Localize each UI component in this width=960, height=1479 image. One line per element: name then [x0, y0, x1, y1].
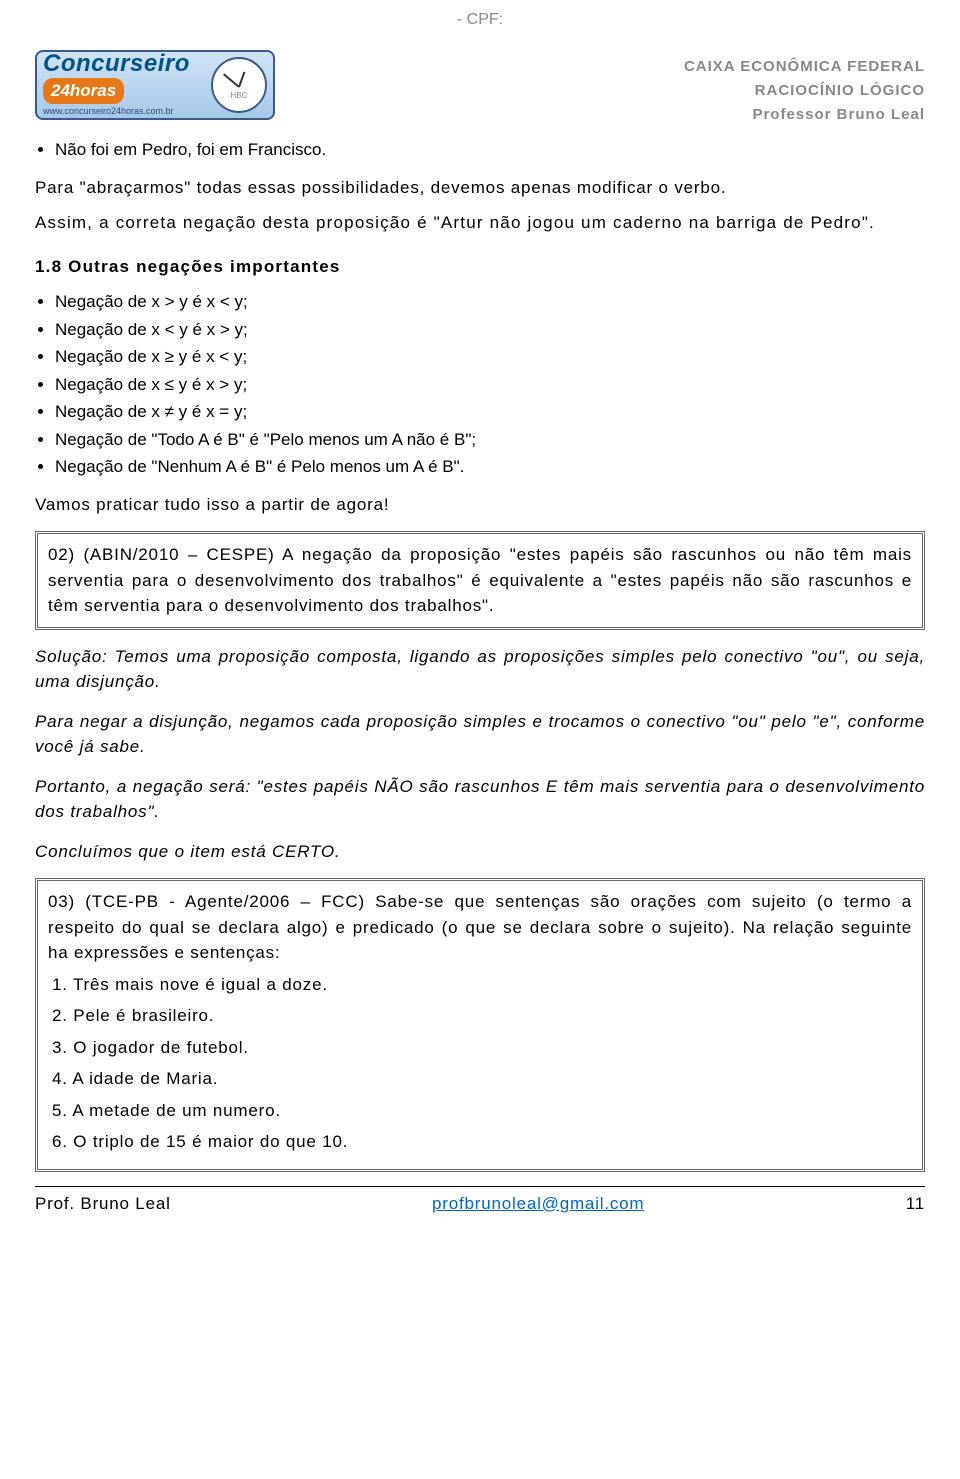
q03-item: 6. O triplo de 15 é maior do que 10.: [52, 1129, 912, 1155]
footer: Prof. Bruno Leal profbrunoleal@gmail.com…: [35, 1186, 925, 1217]
intro-bullet: Não foi em Pedro, foi em Francisco.: [55, 137, 925, 163]
negation-item: Negação de x < y é x > y;: [55, 317, 925, 343]
solution-para-3: Portanto, a negação será: "estes papéis …: [35, 774, 925, 825]
negation-item: Negação de x > y é x < y;: [55, 289, 925, 315]
negation-item: Negação de x ≥ y é x < y;: [55, 344, 925, 370]
header-professor: Professor Bruno Leal: [684, 103, 925, 127]
paragraph-1: Para "abraçarmos" todas essas possibilid…: [35, 175, 925, 201]
question-02-text: 02) (ABIN/2010 – CESPE) A negação da pro…: [48, 545, 912, 615]
negation-item: Negação de "Todo A é B" é "Pelo menos um…: [55, 427, 925, 453]
header-row: Concurseiro 24horas www.concurseiro24hor…: [35, 50, 925, 127]
q03-item: 1. Três mais nove é igual a doze.: [52, 972, 912, 998]
logo-url: www.concurseiro24horas.com.br: [43, 105, 205, 119]
question-02-box: 02) (ABIN/2010 – CESPE) A negação da pro…: [35, 531, 925, 630]
q03-item: 5. A metade de um numero.: [52, 1098, 912, 1124]
question-03-intro: 03) (TCE-PB - Agente/2006 – FCC) Sabe-se…: [48, 889, 912, 966]
header-org: CAIXA ECONÔMICA FEDERAL: [684, 55, 925, 79]
footer-author: Prof. Bruno Leal: [35, 1191, 171, 1217]
paragraph-2: Assim, a correta negação desta proposiçã…: [35, 210, 925, 236]
clock-icon: HBC: [211, 57, 267, 113]
solution-para-2: Para negar a disjunção, negamos cada pro…: [35, 709, 925, 760]
negation-item: Negação de "Nenhum A é B" é Pelo menos u…: [55, 454, 925, 480]
solution-para-4: Concluímos que o item está CERTO.: [35, 839, 925, 865]
logo-line2: 24horas: [51, 81, 116, 100]
q03-item: 2. Pele é brasileiro.: [52, 1003, 912, 1029]
question-03-box: 03) (TCE-PB - Agente/2006 – FCC) Sabe-se…: [35, 878, 925, 1172]
cpf-label: - CPF:: [457, 8, 503, 32]
negations-list: Negação de x > y é x < y;Negação de x < …: [35, 289, 925, 480]
q03-item: 4. A idade de Maria.: [52, 1066, 912, 1092]
q03-item: 3. O jogador de futebol.: [52, 1035, 912, 1061]
negation-item: Negação de x ≤ y é x > y;: [55, 372, 925, 398]
footer-page-number: 11: [906, 1191, 925, 1217]
header-right: CAIXA ECONÔMICA FEDERAL RACIOCÍNIO LÓGIC…: [684, 50, 925, 127]
intro-bullet-list: Não foi em Pedro, foi em Francisco.: [35, 137, 925, 163]
logo-block: Concurseiro 24horas www.concurseiro24hor…: [35, 50, 275, 120]
footer-email-link[interactable]: profbrunoleal@gmail.com: [432, 1191, 644, 1217]
logo-line1: Concurseiro: [43, 52, 205, 76]
question-03-list: 1. Três mais nove é igual a doze. 2. Pele…: [48, 972, 912, 1155]
solution-para-1: Solução: Temos uma proposição composta, …: [35, 644, 925, 695]
negation-item: Negação de x ≠ y é x = y;: [55, 399, 925, 425]
practice-line: Vamos praticar tudo isso a partir de ago…: [35, 492, 925, 518]
header-subject: RACIOCÍNIO LÓGICO: [684, 79, 925, 103]
section-heading: 1.8 Outras negações importantes: [35, 254, 925, 280]
